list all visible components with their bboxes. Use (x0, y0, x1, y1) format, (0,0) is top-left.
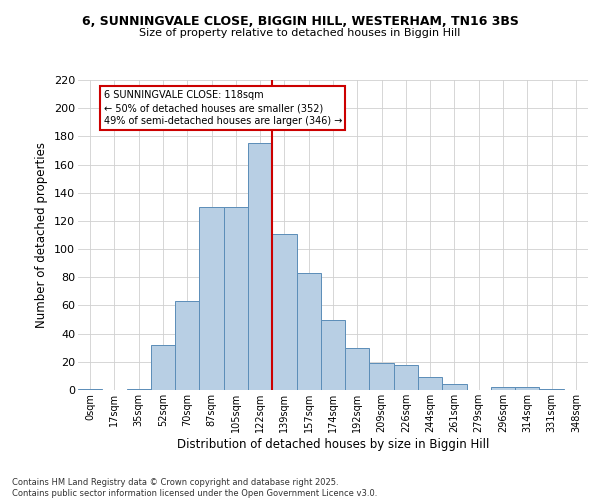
Bar (515, 387, 539, 390)
Bar (345, 348, 370, 390)
Bar (370, 363, 394, 390)
Bar (491, 387, 515, 390)
Bar (321, 320, 345, 390)
Bar (539, 388, 564, 390)
Bar (272, 234, 296, 390)
Bar (224, 207, 248, 390)
Bar (296, 273, 321, 390)
Bar (175, 301, 199, 390)
Bar (248, 144, 272, 390)
Bar (394, 364, 418, 390)
Bar (127, 388, 151, 390)
Text: 6 SUNNINGVALE CLOSE: 118sqm
← 50% of detached houses are smaller (352)
49% of se: 6 SUNNINGVALE CLOSE: 118sqm ← 50% of det… (104, 90, 342, 126)
Bar (418, 378, 442, 390)
Text: Contains HM Land Registry data © Crown copyright and database right 2025.
Contai: Contains HM Land Registry data © Crown c… (12, 478, 377, 498)
X-axis label: Distribution of detached houses by size in Biggin Hill: Distribution of detached houses by size … (177, 438, 489, 450)
Bar (199, 207, 224, 390)
Bar (78, 388, 102, 390)
Text: 6, SUNNINGVALE CLOSE, BIGGIN HILL, WESTERHAM, TN16 3BS: 6, SUNNINGVALE CLOSE, BIGGIN HILL, WESTE… (82, 15, 518, 28)
Y-axis label: Number of detached properties: Number of detached properties (35, 142, 49, 328)
Bar (151, 345, 175, 390)
Bar (442, 384, 467, 390)
Text: Size of property relative to detached houses in Biggin Hill: Size of property relative to detached ho… (139, 28, 461, 38)
